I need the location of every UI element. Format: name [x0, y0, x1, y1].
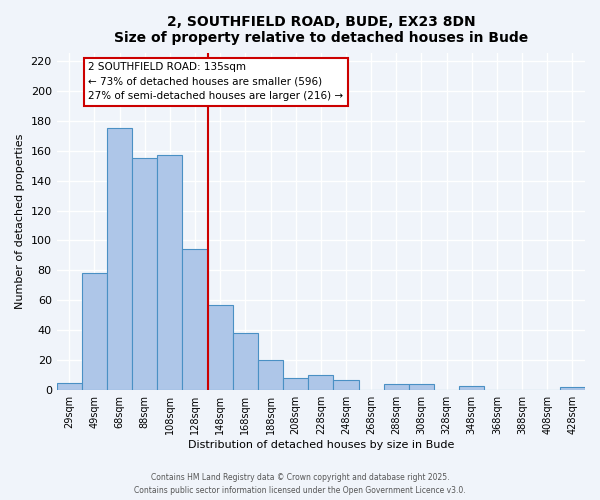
Bar [233, 334, 258, 390]
Bar [409, 384, 434, 390]
Bar [107, 128, 132, 390]
Text: Contains HM Land Registry data © Crown copyright and database right 2025.
Contai: Contains HM Land Registry data © Crown c… [134, 474, 466, 495]
Y-axis label: Number of detached properties: Number of detached properties [15, 134, 25, 310]
Bar [182, 250, 208, 390]
Bar [157, 155, 182, 390]
Bar [384, 384, 409, 390]
Bar [459, 386, 484, 390]
Title: 2, SOUTHFIELD ROAD, BUDE, EX23 8DN
Size of property relative to detached houses : 2, SOUTHFIELD ROAD, BUDE, EX23 8DN Size … [114, 15, 528, 45]
Bar [132, 158, 157, 390]
Bar [308, 375, 334, 390]
Bar [208, 305, 233, 390]
Bar [560, 387, 585, 390]
Text: 2 SOUTHFIELD ROAD: 135sqm
← 73% of detached houses are smaller (596)
27% of semi: 2 SOUTHFIELD ROAD: 135sqm ← 73% of detac… [88, 62, 343, 102]
Bar [258, 360, 283, 390]
Bar [82, 274, 107, 390]
X-axis label: Distribution of detached houses by size in Bude: Distribution of detached houses by size … [188, 440, 454, 450]
Bar [283, 378, 308, 390]
Bar [334, 380, 359, 390]
Bar [56, 382, 82, 390]
